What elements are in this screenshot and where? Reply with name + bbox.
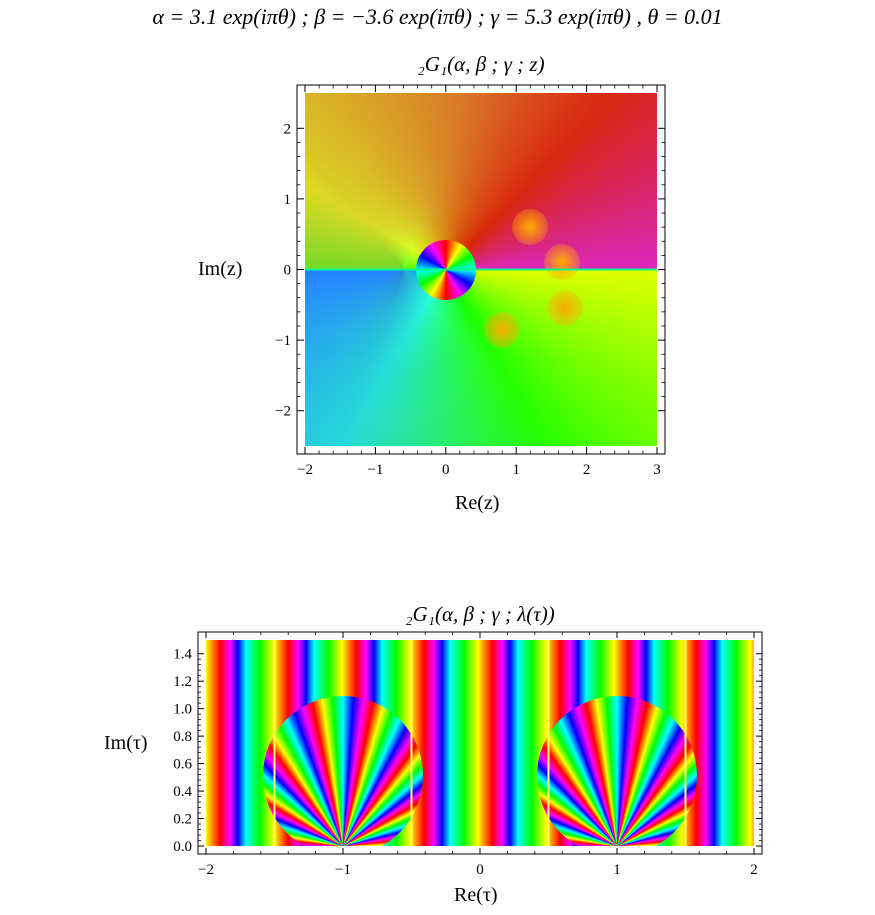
plot1-ytick-label: −2 — [275, 404, 291, 420]
plot1-xtick-label: −2 — [297, 462, 313, 478]
plot2-xtick-label: 0 — [476, 862, 484, 878]
plot2-cusp-cluster — [263, 696, 423, 846]
plot2-ytick-label: 0.8 — [173, 729, 192, 745]
plot2-cusp-cluster — [537, 696, 697, 846]
plot1-xtick-label: −1 — [367, 462, 383, 478]
plot1-xtick-label: 1 — [512, 462, 520, 478]
plot1-zero — [547, 290, 584, 327]
plot2-ytick-label: 1.2 — [173, 674, 192, 690]
plot2-ytick-label: 0.0 — [173, 839, 192, 855]
plot2-ytick-label: 1.0 — [173, 702, 192, 718]
plot1-ytick-label: −1 — [275, 333, 291, 349]
parameter-header: α = 3.1 exp(iπθ) ; β = −3.6 exp(iπθ) ; γ… — [152, 4, 723, 29]
plot2-xlabel: Re(τ) — [454, 884, 498, 906]
plot1-image — [305, 93, 657, 446]
plot1-ytick-label: 2 — [284, 121, 292, 137]
plot1-ytick-label: 0 — [284, 263, 292, 279]
plot2-xtick-label: 1 — [613, 862, 621, 878]
plot2-ylabel: Im(τ) — [104, 732, 148, 754]
plot1-xtick-label: 0 — [442, 462, 450, 478]
plot2-xtick-label: 2 — [750, 862, 758, 878]
plot1-ytick-label: 1 — [284, 192, 292, 208]
plot1-title: ₂G₁(α, β ; γ ; z) — [417, 52, 545, 76]
plot1-zero — [543, 244, 580, 281]
plot1-lower-band — [305, 269, 657, 446]
plot1-ylabel: Im(z) — [198, 258, 243, 280]
plot2-title: ₂G₁(α, β ; γ ; λ(τ)) — [405, 602, 555, 626]
plot1-zero — [484, 311, 521, 348]
plot1-zero — [512, 209, 549, 246]
plot1-xtick-label: 3 — [653, 462, 661, 478]
plot2-ytick-label: 0.6 — [173, 757, 192, 773]
plot1-xtick-label: 2 — [583, 462, 591, 478]
plot2-image — [206, 640, 754, 846]
plot2-xtick-label: −2 — [198, 862, 214, 878]
plot1-phase-map: −2 −1 0 1 2 3 −2 −1 0 1 2 — [275, 84, 666, 478]
plot2-ytick-label: 0.2 — [173, 812, 192, 828]
plot2-xtick-label: −1 — [335, 862, 351, 878]
plot1-upper-band — [305, 93, 657, 270]
plot2-ytick-label: 1.4 — [173, 647, 192, 663]
plot1-xlabel: Re(z) — [455, 492, 500, 514]
plot2-ytick-label: 0.4 — [173, 784, 192, 800]
plot2-phase-map: −2 −1 0 1 2 0.0 0.2 0.4 0.6 0.8 1.0 1.2 1.4 — [173, 631, 763, 878]
